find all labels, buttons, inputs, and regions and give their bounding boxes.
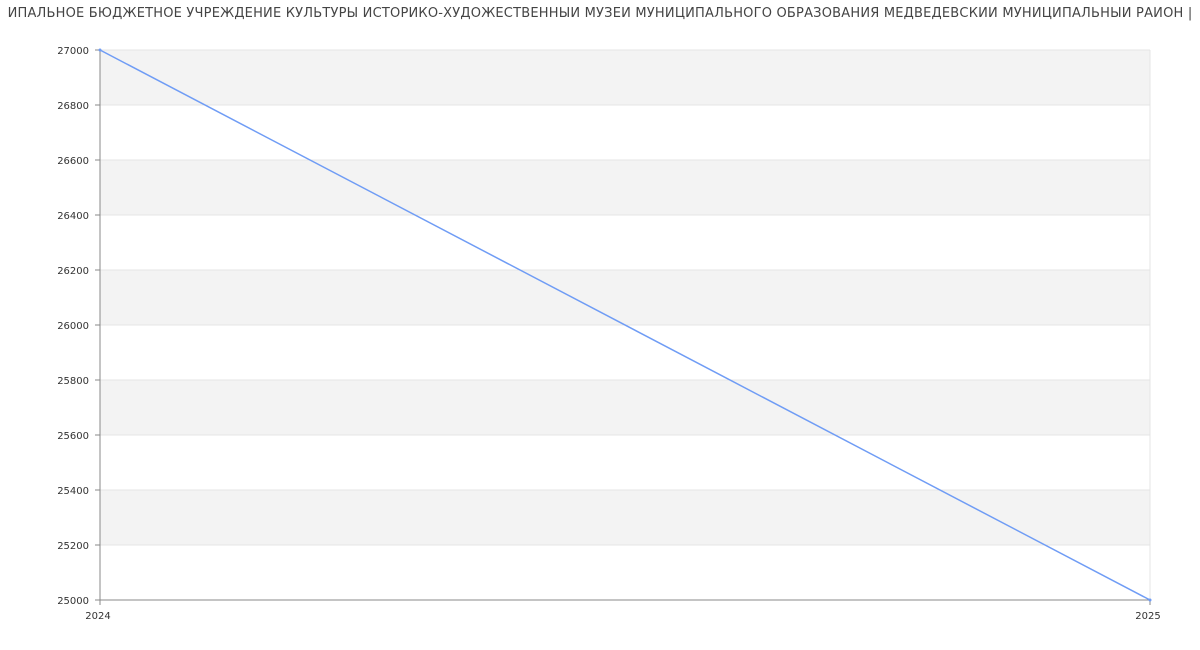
series-line: [99, 49, 1151, 601]
y-tick-label: 26800: [57, 101, 89, 112]
chart-title: ИПАЛЬНОЕ БЮДЖЕТНОЕ УЧРЕЖДЕНИЕ КУЛЬТУРЫ И…: [7, 6, 1193, 21]
y-tick-label: 26600: [57, 156, 89, 167]
grid-band: [100, 490, 1150, 545]
data-point: [98, 48, 102, 52]
y-tick-label: 25000: [57, 596, 89, 607]
grid-band: [100, 50, 1150, 105]
x-tick-label: 2025: [1135, 611, 1160, 622]
y-tick-label: 25600: [57, 431, 89, 442]
y-tick-label: 25200: [57, 541, 89, 552]
grid-band: [100, 160, 1150, 215]
grid-band: [100, 270, 1150, 325]
y-tick-label: 26000: [57, 321, 89, 332]
y-tick-label: 25800: [57, 376, 89, 387]
y-tick-label: 26400: [57, 211, 89, 222]
x-tick-label: 2024: [85, 611, 110, 622]
y-tick-label: 25400: [57, 486, 89, 497]
y-tick-label: 27000: [57, 46, 89, 57]
y-tick-label: 26200: [57, 266, 89, 277]
grid-band: [100, 380, 1150, 435]
data-point: [1148, 598, 1152, 602]
